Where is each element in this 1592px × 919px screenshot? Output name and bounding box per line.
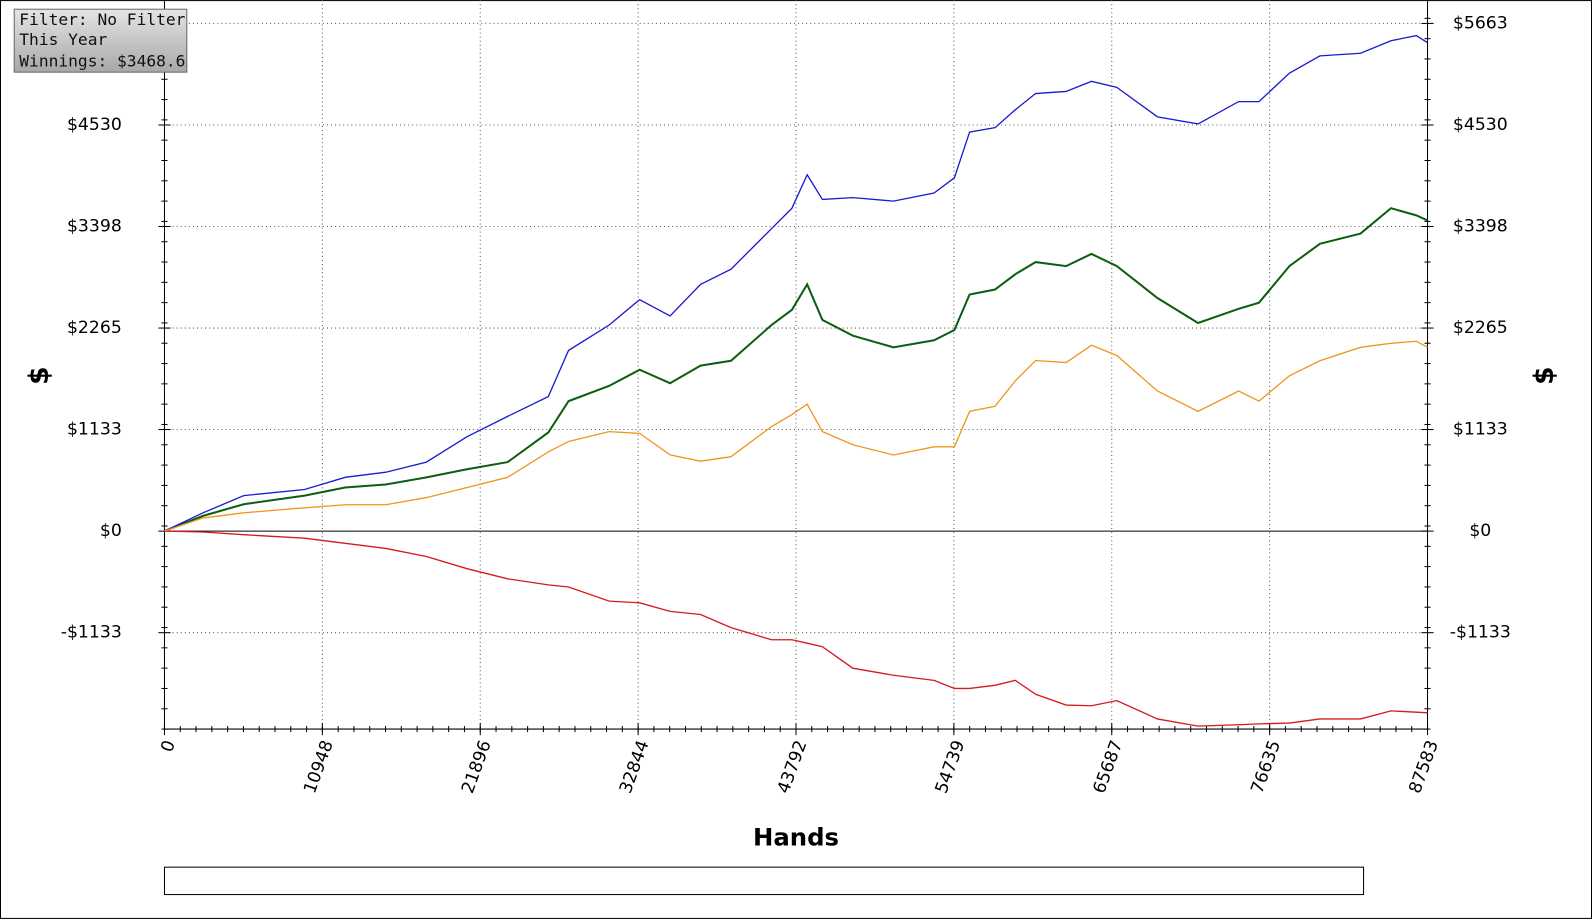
series-line (164, 530, 1428, 727)
series-line (164, 340, 1428, 532)
series-line (164, 34, 1428, 532)
series-line (164, 207, 1428, 533)
y2-tick-label: $2265 (1453, 318, 1508, 338)
y2-tick-label: $1133 (1453, 420, 1508, 440)
y-tick-label: $2265 (67, 318, 122, 338)
y2-tick-label: $3398 (1453, 216, 1508, 236)
legend (163, 866, 1365, 896)
y2-tick-label: $0 (1469, 521, 1491, 541)
info-text: Winnings: $3468.6 (19, 52, 185, 71)
y2-tick-label: $4530 (1453, 115, 1508, 135)
y2-tick-label: -$1133 (1450, 623, 1511, 643)
y-tick-label: $3398 (67, 216, 122, 236)
y-tick-label: $0 (100, 521, 122, 541)
y-tick-label: $4530 (67, 115, 122, 135)
y-axis-label: $ (25, 367, 55, 385)
info-text: This Year (19, 30, 107, 49)
info-box (13, 8, 188, 73)
info-text: Filter: No Filter (19, 10, 185, 29)
y2-tick-label: $5663 (1453, 13, 1508, 33)
y2-axis-label: $ (1530, 367, 1560, 385)
y-tick-label: $1133 (67, 420, 122, 440)
y-tick-label: -$1133 (61, 623, 122, 643)
x-axis-label: Hands (753, 823, 839, 852)
